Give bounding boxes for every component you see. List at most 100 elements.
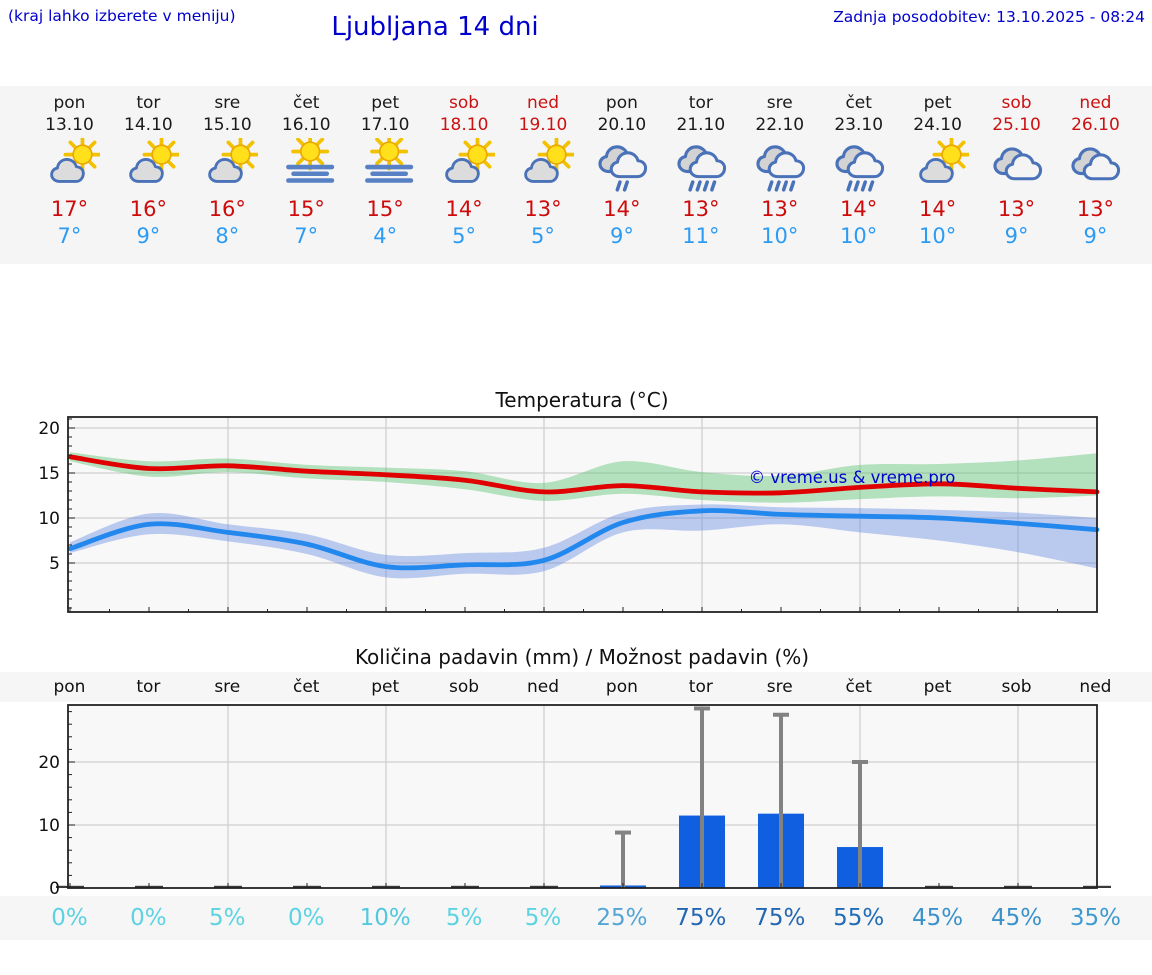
day-date-label: 26.10 <box>1071 115 1120 135</box>
temp-max-line <box>67 454 1100 496</box>
precip-day-label: pet <box>371 677 400 697</box>
day-name-label: pon <box>53 93 86 113</box>
low-temp-label: 4° <box>373 224 398 248</box>
precip-percent-label: 45% <box>990 905 1043 931</box>
watermark-text: © vreme.us & vreme.pro <box>749 468 956 487</box>
high-temp-label: 17° <box>50 197 89 221</box>
low-temp-label: 10° <box>918 224 957 248</box>
forecast-day-column: tor 14.10 16° 9° <box>109 92 188 264</box>
forecast-day-column: sob 18.10 14° 5° <box>425 92 504 264</box>
rain-streaks <box>767 180 795 192</box>
day-date-label: 14.10 <box>124 115 173 135</box>
forecast-day-column: pon 20.10 14° 9° <box>582 92 661 264</box>
precip-day-label: sre <box>766 677 793 697</box>
high-temp-label: 13° <box>524 197 562 221</box>
rain-light-icon <box>598 145 647 192</box>
forecast-day-column: ned 26.10 13° 9° <box>1056 92 1135 264</box>
partly-cloudy-icon <box>445 138 496 183</box>
day-date-label: 24.10 <box>913 115 962 135</box>
high-temp-label: 13° <box>761 197 799 221</box>
forecast-day-column: ned 19.10 13° 5° <box>504 92 583 264</box>
forecast-strip: pon 13.10 17° 7° tor 14.10 16° 9° sre 15.10 16° 8° č… <box>0 86 1152 264</box>
fog-sun-icon <box>286 138 335 183</box>
partly-cloudy-icon <box>918 138 969 183</box>
day-date-label: 16.10 <box>281 115 331 135</box>
day-name-label: ned <box>526 93 559 113</box>
rain-streaks <box>846 180 874 192</box>
fog-sun-icon <box>365 138 414 183</box>
menu-hint-label: (kraj lahko izberete v meniju) <box>8 7 236 25</box>
low-temp-label: 7° <box>294 224 319 248</box>
precip-day-label: tor <box>688 677 713 697</box>
page-title: Ljubljana 14 dni <box>331 12 539 42</box>
day-name-label: sob <box>1001 93 1032 113</box>
fog-lines <box>286 164 335 183</box>
low-temp-label: 9° <box>1004 224 1029 248</box>
precip-percent-label: 75% <box>675 905 727 931</box>
day-name-label: čet <box>845 93 872 113</box>
precipitation-day-labels-row: pon tor sre čet pet sob ned pon tor sre čet pet sob n… <box>0 672 1152 702</box>
precip-percent-label: 75% <box>754 905 806 931</box>
day-name-label: sob <box>449 93 480 113</box>
low-temp-label: 10° <box>761 224 799 248</box>
last-update-label: Zadnja posodobitev: 13.10.2025 - 08:24 <box>833 8 1145 26</box>
day-date-label: 20.10 <box>597 115 647 135</box>
sun-glyph <box>370 138 409 171</box>
high-temp-label: 14° <box>445 197 483 221</box>
low-temp-label: 11° <box>682 224 720 248</box>
forecast-day-column: tor 21.10 13° 11° <box>661 92 740 264</box>
precip-y-tick-label: 0 <box>49 879 60 896</box>
rain-icon <box>835 145 884 192</box>
forecast-day-column: sre 22.10 13° 10° <box>740 92 819 264</box>
precip-percent-label: 5% <box>445 905 483 931</box>
precip-percent-label: 0% <box>51 905 88 931</box>
precip-percent-label: 10% <box>359 905 411 931</box>
day-date-label: 19.10 <box>518 115 568 135</box>
low-temp-label: 5° <box>452 224 476 248</box>
day-date-label: 18.10 <box>439 115 489 135</box>
day-date-label: 17.10 <box>360 115 410 135</box>
low-temp-label: 9° <box>609 224 634 248</box>
precipitation-chart: 0 10 20 <box>38 704 1111 896</box>
low-temp-label: 9° <box>1083 224 1108 248</box>
precip-percent-label: 0% <box>287 905 325 931</box>
precip-day-label: ned <box>1079 677 1112 697</box>
high-temp-label: 13° <box>682 197 720 221</box>
precip-percent-label: 0% <box>130 905 167 931</box>
cloudy-icon <box>1071 147 1121 181</box>
precip-day-label: čet <box>845 677 872 697</box>
precip-day-label: pet <box>923 677 952 697</box>
forecast-day-column: čet 16.10 15° 7° <box>267 92 346 264</box>
high-temp-label: 14° <box>603 197 641 221</box>
high-temp-label: 14° <box>840 197 878 221</box>
temp-y-tick-label: 20 <box>38 419 60 439</box>
day-date-label: 25.10 <box>992 115 1041 135</box>
precip-day-label: ned <box>526 677 559 697</box>
precip-y-tick-label: 20 <box>38 753 60 773</box>
low-temp-label: 9° <box>136 224 161 248</box>
low-temp-label: 5° <box>531 224 555 248</box>
temperature-chart: 5 10 15 20 © vreme.us & vreme.pro <box>38 416 1100 613</box>
high-temp-label: 16° <box>208 197 246 221</box>
temp-y-tick-label: 15 <box>38 464 60 484</box>
partly-cloudy-icon <box>50 138 101 183</box>
forecast-day-column: čet 23.10 14° 10° <box>819 92 898 264</box>
temperature-chart-title: Temperatura (°C) <box>495 388 669 412</box>
precip-day-label: pon <box>605 677 638 697</box>
precip-percent-label: 5% <box>209 905 246 931</box>
low-temp-label: 8° <box>215 224 240 248</box>
precip-day-label: sre <box>214 677 241 697</box>
high-temp-label: 13° <box>997 197 1036 221</box>
day-date-label: 15.10 <box>202 115 252 135</box>
forecast-day-column: pet 24.10 14° 10° <box>898 92 977 264</box>
partly-cloudy-icon <box>208 138 259 183</box>
rain-icon <box>756 145 805 192</box>
precip-day-label: pon <box>53 677 86 697</box>
high-temp-label: 15° <box>366 197 404 221</box>
day-name-label: tor <box>688 93 713 113</box>
day-name-label: ned <box>1079 93 1112 113</box>
precip-percent-label: 35% <box>1069 905 1121 931</box>
fog-lines <box>365 164 414 183</box>
precip-day-label: sob <box>1001 677 1032 697</box>
high-temp-label: 16° <box>129 197 167 221</box>
